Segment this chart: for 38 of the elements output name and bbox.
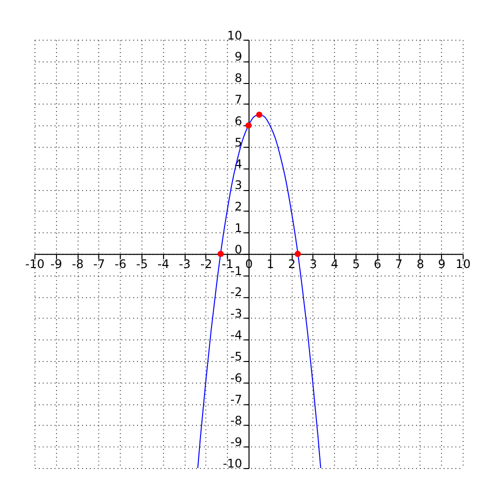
x-tick-label: 7 bbox=[395, 257, 403, 272]
x-tick-label: 3 bbox=[310, 257, 318, 272]
y-tick-label: -4 bbox=[230, 328, 242, 342]
y-tick-label: 0 bbox=[234, 242, 242, 256]
y-tick-label: 1 bbox=[234, 221, 242, 236]
x-tick-label: -7 bbox=[93, 257, 105, 272]
y-tick-label: 7 bbox=[234, 92, 242, 107]
y-tick-label: -9 bbox=[230, 435, 242, 450]
y-tick-label: -8 bbox=[230, 414, 242, 428]
y-tick-label: -2 bbox=[230, 285, 242, 300]
x-tick-label: -9 bbox=[50, 257, 62, 272]
x-tick-label: -4 bbox=[157, 257, 170, 272]
x-tick-label: -2 bbox=[200, 257, 212, 272]
x-tick-label: -5 bbox=[136, 257, 148, 272]
x-tick-label: 10 bbox=[456, 257, 471, 272]
y-tick-label: 6 bbox=[234, 114, 242, 128]
x-tick-label: 9 bbox=[438, 257, 446, 272]
x-tick-label: 5 bbox=[352, 257, 360, 272]
y-tick-label: 8 bbox=[234, 71, 242, 86]
y-tick-label: -3 bbox=[230, 306, 242, 321]
y-tick-label: 10 bbox=[227, 28, 242, 42]
x-tick-label: 1 bbox=[266, 257, 274, 272]
y-tick-label: 2 bbox=[234, 200, 242, 214]
x-tick-label: -10 bbox=[25, 257, 44, 272]
x-tick-label: 4 bbox=[330, 257, 338, 272]
y-tick-label: -5 bbox=[230, 349, 242, 364]
x-tick-label: -3 bbox=[178, 257, 191, 272]
y-tick-label: -6 bbox=[230, 370, 242, 385]
y-tick-label: 9 bbox=[234, 50, 242, 64]
x-tick-label: 6 bbox=[374, 257, 382, 272]
x-tick-label: -8 bbox=[72, 257, 84, 272]
y-tick-label: -10 bbox=[222, 456, 242, 471]
x-tick-label: 2 bbox=[288, 257, 296, 272]
x-tick-label: -6 bbox=[114, 257, 126, 272]
y-tick-label: 5 bbox=[234, 135, 242, 150]
x-tick-label: 8 bbox=[416, 257, 424, 272]
y-tick-label: -7 bbox=[230, 392, 242, 406]
y-tick-label: 3 bbox=[234, 178, 242, 192]
